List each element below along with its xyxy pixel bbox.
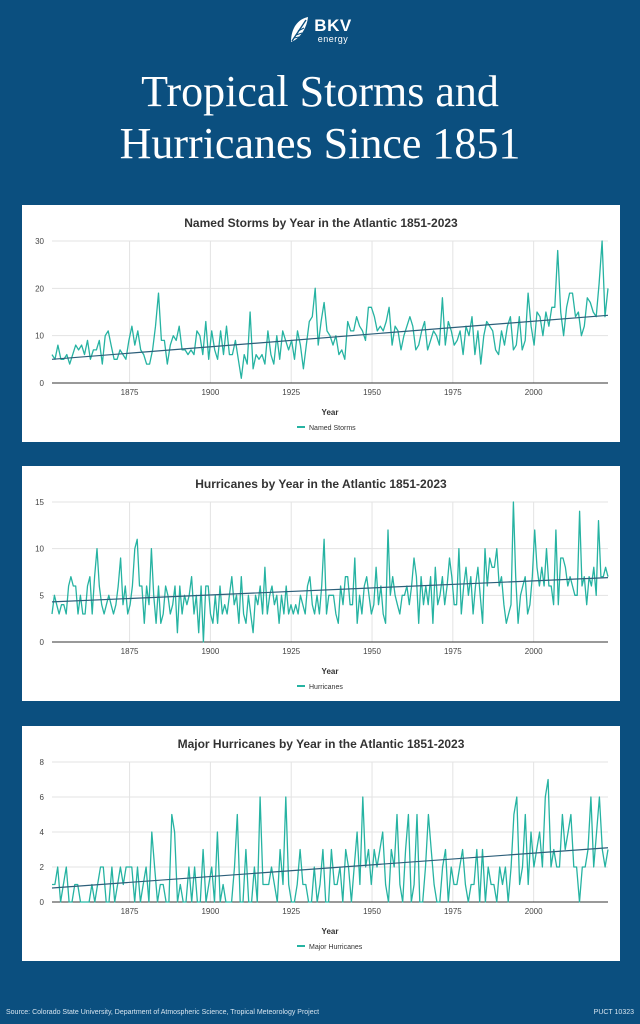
chart-title: Hurricanes by Year in the Atlantic 1851-… (195, 477, 447, 491)
puct-code: PUCT 10323 (593, 1009, 634, 1016)
series-line (51, 240, 609, 379)
x-tick-label: 1925 (282, 388, 300, 397)
brand-name: BKV (314, 15, 352, 35)
y-tick-label: 15 (35, 498, 44, 507)
x-tick-label: 1875 (121, 388, 139, 397)
page-title: Tropical Storms and Hurricanes Since 185… (0, 66, 640, 170)
brand-logo: BKV energy (0, 16, 640, 44)
named-storms-chart: Named Storms by Year in the Atlantic 185… (35, 216, 609, 432)
series-line (52, 778, 609, 903)
y-tick-label: 5 (40, 591, 45, 600)
x-axis-label: Year (322, 667, 339, 676)
chart-title: Major Hurricanes by Year in the Atlantic… (178, 737, 465, 751)
named-storms-chart-card: Named Storms by Year in the Atlantic 185… (22, 205, 620, 442)
trend-line (51, 847, 609, 889)
x-axis-label: Year (322, 927, 339, 936)
x-tick-label: 1900 (201, 907, 219, 916)
y-tick-label: 0 (40, 638, 45, 647)
hurricanes-chart-card: Hurricanes by Year in the Atlantic 1851-… (22, 466, 620, 701)
x-tick-label: 1925 (282, 647, 300, 656)
x-tick-label: 2000 (525, 647, 543, 656)
major-hurricanes-chart: Major Hurricanes by Year in the Atlantic… (40, 737, 609, 951)
y-tick-label: 0 (40, 379, 45, 388)
brand-sub: energy (317, 33, 349, 44)
page-title-line-1: Tropical Storms and (141, 67, 499, 116)
leaf-icon (291, 17, 309, 42)
legend-label: Hurricanes (309, 684, 343, 691)
x-tick-label: 1975 (444, 907, 462, 916)
y-tick-label: 4 (40, 828, 45, 837)
y-tick-label: 20 (35, 284, 44, 293)
y-tick-label: 2 (40, 863, 45, 872)
major-hurricanes-chart-card: Major Hurricanes by Year in the Atlantic… (22, 726, 620, 961)
y-tick-label: 0 (40, 898, 45, 907)
x-tick-label: 1975 (444, 647, 462, 656)
y-tick-label: 8 (40, 758, 45, 767)
legend-label: Named Storms (309, 425, 356, 432)
x-tick-label: 1950 (363, 907, 381, 916)
page-title-line-2: Hurricanes Since 1851 (119, 119, 521, 168)
x-tick-label: 1875 (121, 647, 139, 656)
x-axis-label: Year (322, 408, 339, 417)
x-tick-label: 1900 (201, 647, 219, 656)
x-tick-label: 1900 (201, 388, 219, 397)
trend-line (51, 577, 609, 603)
hurricanes-chart: Hurricanes by Year in the Atlantic 1851-… (35, 477, 609, 691)
series-line (51, 501, 609, 643)
x-tick-label: 1975 (444, 388, 462, 397)
x-tick-label: 1950 (363, 647, 381, 656)
x-tick-label: 2000 (525, 907, 543, 916)
y-tick-label: 10 (35, 545, 44, 554)
y-tick-label: 6 (40, 793, 45, 802)
x-tick-label: 1875 (121, 907, 139, 916)
x-tick-label: 1925 (282, 907, 300, 916)
x-tick-label: 1950 (363, 388, 381, 397)
y-tick-label: 30 (35, 237, 44, 246)
y-tick-label: 10 (35, 332, 44, 341)
source-note: Source: Colorado State University, Depar… (6, 1009, 320, 1016)
legend-label: Major Hurricanes (309, 944, 363, 951)
footer: Source: Colorado State University, Depar… (6, 1009, 634, 1016)
trend-line (51, 314, 609, 360)
x-tick-label: 2000 (525, 388, 543, 397)
chart-title: Named Storms by Year in the Atlantic 185… (184, 216, 458, 230)
